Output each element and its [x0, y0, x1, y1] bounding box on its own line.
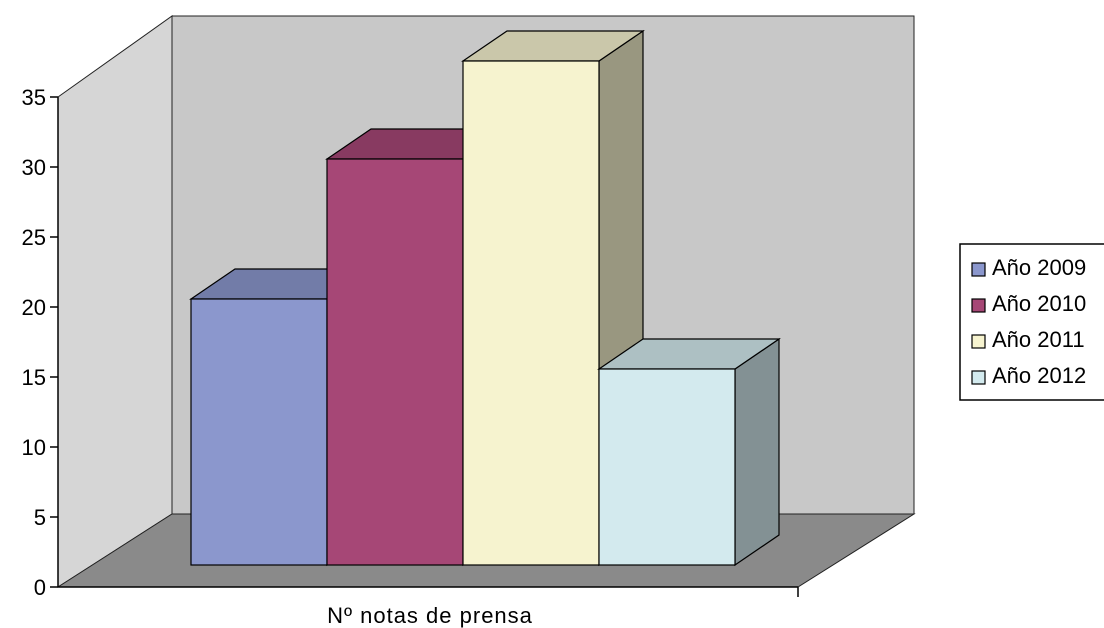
legend-label: Año 2012	[992, 363, 1086, 388]
bar-side-face	[734, 337, 780, 567]
y-axis	[57, 97, 799, 597]
legend-swatch	[971, 334, 986, 349]
side-wall	[57, 15, 173, 588]
y-tick-label: 25	[22, 225, 46, 250]
legend: Año 2009 Año 2010 Año 2011 Año 2012	[959, 243, 1104, 401]
legend-label: Año 2010	[992, 291, 1086, 316]
y-tick-label: 20	[22, 295, 46, 320]
bar-front-face	[326, 158, 464, 566]
y-tick-label: 0	[34, 575, 46, 600]
bar-front-face	[190, 298, 328, 566]
bar-front-face	[598, 368, 736, 566]
legend-label: Año 2009	[992, 255, 1086, 280]
y-tick-label: 30	[22, 155, 46, 180]
legend-label: Año 2011	[992, 327, 1085, 352]
x-axis-title: Nº notas de prensa	[327, 603, 533, 628]
legend-swatch	[971, 298, 986, 313]
legend-swatch	[971, 370, 986, 385]
bar-a-o-2012	[597, 337, 781, 567]
y-tick-label: 10	[22, 435, 46, 460]
legend-swatch	[971, 262, 986, 277]
y-tick-label: 5	[34, 505, 46, 530]
y-tick-label: 35	[22, 85, 46, 110]
y-tick-label: 15	[22, 365, 46, 390]
bar-front-face	[462, 60, 600, 566]
